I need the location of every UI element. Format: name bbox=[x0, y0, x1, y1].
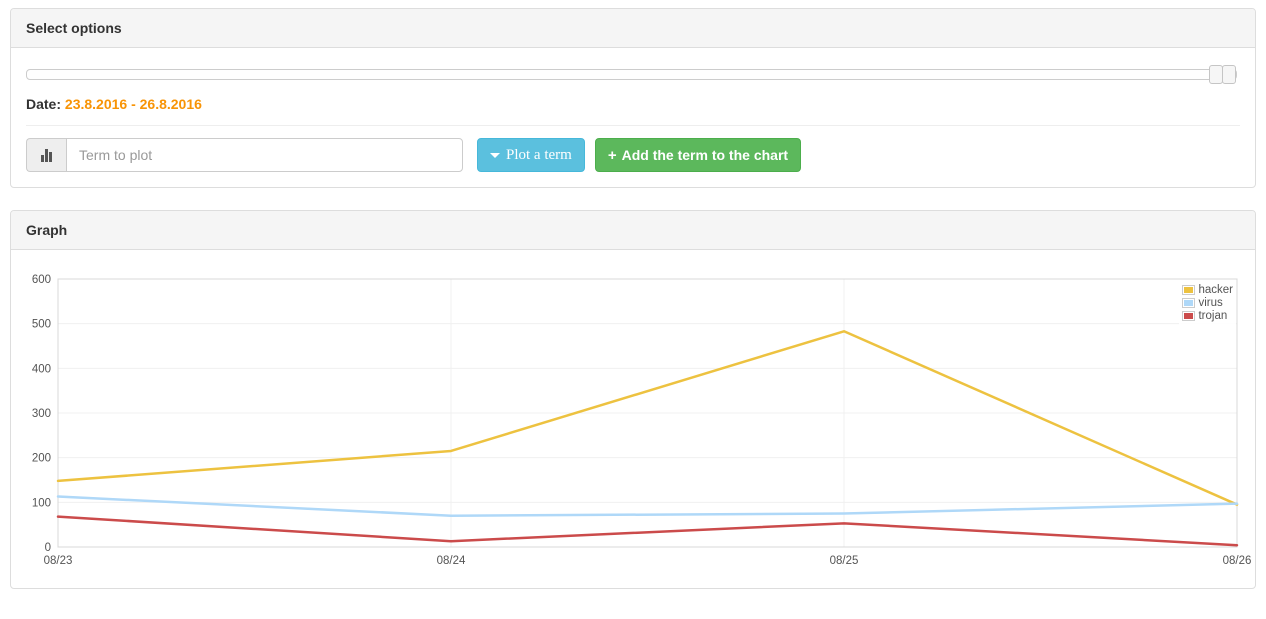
svg-text:08/26: 08/26 bbox=[1223, 555, 1252, 567]
legend-label: trojan bbox=[1198, 310, 1228, 322]
add-term-button[interactable]: + Add the term to the chart bbox=[594, 138, 802, 172]
slider-handle-right[interactable] bbox=[1222, 65, 1236, 84]
select-options-header: Select options bbox=[11, 9, 1255, 48]
graph-panel: Graph 0 100 200 300 400 500 600 08/23 08/24 08/25… bbox=[10, 210, 1256, 589]
select-options-title: Select options bbox=[26, 20, 122, 36]
term-input-group bbox=[26, 138, 463, 172]
caret-down-icon bbox=[490, 152, 500, 158]
term-input[interactable] bbox=[66, 138, 463, 172]
plot-term-button-label: Plot a term bbox=[506, 146, 572, 163]
svg-text:100: 100 bbox=[32, 497, 51, 509]
graph-body: 0 100 200 300 400 500 600 08/23 08/24 08/25 08/26 … bbox=[11, 250, 1255, 588]
add-term-button-label: Add the term to the chart bbox=[621, 147, 789, 163]
date-label: Date: bbox=[26, 96, 62, 112]
svg-text:0: 0 bbox=[45, 542, 51, 554]
legend-color-box bbox=[1182, 311, 1196, 321]
svg-text:400: 400 bbox=[32, 363, 51, 375]
svg-text:300: 300 bbox=[32, 408, 51, 420]
chart-canvas: 0 100 200 300 400 500 600 08/23 08/24 08/25 08/26 bbox=[32, 274, 1252, 567]
term-form: Plot a term + Add the term to the chart bbox=[26, 138, 1240, 172]
svg-text:08/25: 08/25 bbox=[830, 555, 859, 567]
divider bbox=[26, 125, 1240, 126]
plus-icon: + bbox=[607, 146, 617, 164]
slider-track[interactable] bbox=[26, 65, 1237, 84]
legend-item-trojan: trojan bbox=[1182, 310, 1233, 322]
line-chart: 0 100 200 300 400 500 600 08/23 08/24 08/25 08/26 … bbox=[26, 265, 1252, 573]
svg-text:08/24: 08/24 bbox=[437, 555, 466, 567]
date-range-value: 23.8.2016 - 26.8.2016 bbox=[64, 96, 202, 112]
svg-text:200: 200 bbox=[32, 453, 51, 465]
select-options-panel: Select options Date: 23.8.2016 - 26.8.20… bbox=[10, 8, 1256, 188]
svg-text:500: 500 bbox=[32, 319, 51, 331]
graph-header: Graph bbox=[11, 211, 1255, 250]
svg-text:08/23: 08/23 bbox=[44, 555, 73, 567]
graph-title: Graph bbox=[26, 222, 68, 238]
chart-legend: hacker virus trojan bbox=[1179, 281, 1236, 325]
legend-item-virus: virus bbox=[1182, 297, 1233, 309]
legend-label: hacker bbox=[1198, 284, 1233, 296]
legend-color-box bbox=[1182, 285, 1196, 295]
legend-color-box bbox=[1182, 298, 1196, 308]
input-addon bbox=[26, 138, 66, 172]
slider-handle-left[interactable] bbox=[1209, 65, 1223, 84]
bar-chart-icon bbox=[41, 149, 52, 162]
date-line: Date: 23.8.2016 - 26.8.2016 bbox=[26, 96, 1240, 112]
legend-label: virus bbox=[1198, 297, 1223, 309]
plot-term-button[interactable]: Plot a term bbox=[477, 138, 585, 172]
svg-text:600: 600 bbox=[32, 274, 51, 286]
legend-item-hacker: hacker bbox=[1182, 284, 1233, 296]
date-range-slider[interactable] bbox=[26, 65, 1240, 84]
select-options-body: Date: 23.8.2016 - 26.8.2016 Plot a term … bbox=[11, 48, 1255, 187]
